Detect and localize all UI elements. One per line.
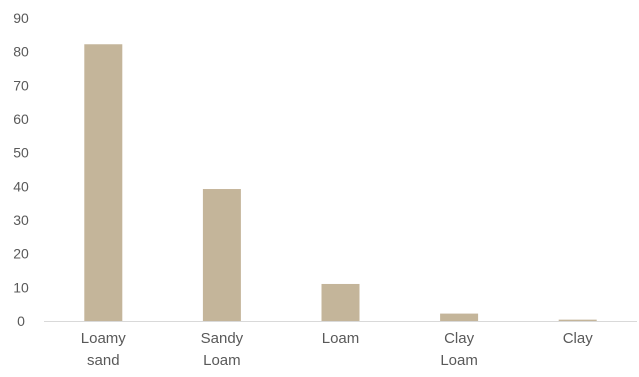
x-tick-label: Loam bbox=[322, 330, 360, 347]
x-tick-label: Clay bbox=[444, 330, 475, 347]
y-tick-label: 60 bbox=[13, 111, 29, 127]
y-tick-label: 80 bbox=[13, 44, 29, 60]
bar bbox=[84, 44, 123, 321]
y-tick-label: 40 bbox=[13, 178, 29, 194]
y-tick-label: 30 bbox=[13, 212, 29, 228]
bar bbox=[440, 313, 479, 321]
x-tick-label: Loam bbox=[440, 352, 478, 369]
x-tick-label: Loam bbox=[203, 352, 241, 369]
bar bbox=[321, 283, 360, 321]
x-tick-label: Loamy bbox=[81, 330, 127, 347]
y-tick-label: 10 bbox=[13, 279, 29, 295]
y-tick-label: 70 bbox=[13, 77, 29, 93]
x-tick-label: Clay bbox=[563, 330, 594, 347]
x-tick-label: Sandy bbox=[201, 330, 244, 347]
y-tick-label: 0 bbox=[17, 313, 25, 329]
y-tick-label: 50 bbox=[13, 145, 29, 161]
x-axis-labels: Loamy sand Sandy Loam Loam Clay Loam Clay bbox=[81, 330, 593, 369]
y-tick-label: 90 bbox=[13, 10, 29, 26]
x-tick-label: sand bbox=[87, 352, 120, 369]
bar bbox=[202, 189, 241, 321]
y-axis-ticks: 0 10 20 30 40 50 60 70 80 90 bbox=[13, 10, 29, 329]
bar bbox=[558, 319, 597, 321]
bars bbox=[84, 44, 597, 321]
y-tick-label: 20 bbox=[13, 246, 29, 262]
